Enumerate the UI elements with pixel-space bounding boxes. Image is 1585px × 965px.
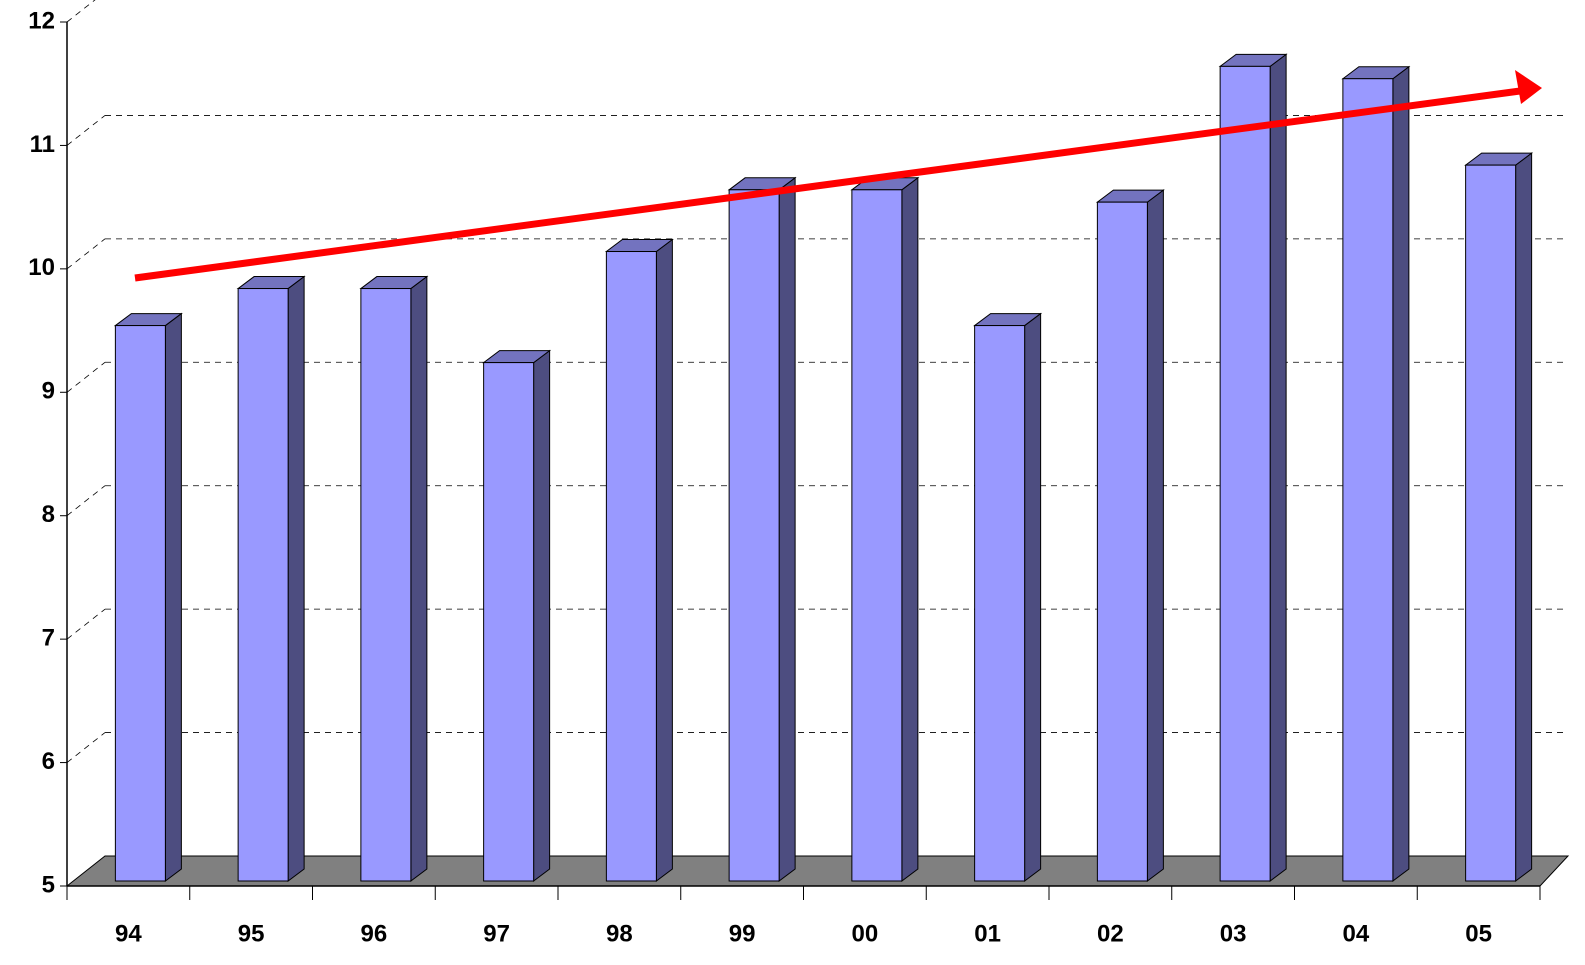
bar-side	[655, 238, 673, 882]
x-tick-label: 05	[1465, 920, 1492, 947]
bar	[1096, 201, 1148, 882]
x-tick-label: 97	[483, 920, 510, 947]
y-tick-label: 8	[42, 501, 55, 528]
bar	[851, 189, 903, 882]
bar	[728, 189, 780, 882]
bar-side	[1024, 312, 1042, 882]
x-tick-label: 03	[1220, 920, 1247, 947]
x-tick-label: 04	[1343, 920, 1370, 947]
x-tick-label: 98	[606, 920, 633, 947]
grid-line	[66, 115, 106, 146]
grid-line	[66, 485, 106, 517]
grid-line	[66, 732, 106, 763]
bar-side	[533, 349, 551, 882]
grid-line	[66, 238, 106, 270]
y-tick-label: 12	[28, 7, 55, 34]
bar-side	[410, 275, 428, 882]
grid-line	[66, 0, 96, 23]
y-tick-label: 10	[28, 254, 55, 281]
bar-side	[901, 176, 919, 882]
bar	[1465, 164, 1517, 882]
bar-side	[287, 275, 305, 882]
x-tick-label: 96	[361, 920, 388, 947]
grid-line	[66, 608, 106, 640]
bar	[1219, 65, 1271, 882]
x-tick-label: 02	[1097, 920, 1124, 947]
bar-side	[1269, 53, 1287, 882]
bar-side	[1392, 65, 1410, 882]
bar-side	[1146, 189, 1164, 882]
bar	[114, 325, 166, 882]
grid	[66, 0, 1568, 763]
x-tick-label: 95	[238, 920, 265, 947]
y-tick-label: 6	[42, 748, 55, 775]
bar	[605, 251, 657, 882]
bar	[237, 288, 289, 882]
x-tick-label: 00	[852, 920, 879, 947]
bar	[974, 325, 1026, 882]
y-tick-label: 5	[42, 871, 55, 898]
x-tick-label: 01	[974, 920, 1001, 947]
y-tick-label: 9	[42, 378, 55, 405]
bar-side	[164, 312, 182, 882]
bar	[483, 362, 535, 882]
y-tick-label: 11	[30, 131, 55, 158]
trend-arrow	[134, 87, 1521, 282]
bar-side	[778, 176, 796, 882]
grid-line	[66, 361, 106, 393]
x-tick-label: 94	[115, 920, 142, 947]
bar	[360, 288, 412, 882]
bar-side	[1515, 152, 1533, 882]
y-tick-label: 7	[42, 624, 55, 651]
trend-arrowhead	[1515, 70, 1542, 104]
bars	[113, 53, 1534, 882]
x-tick-label: 99	[729, 920, 756, 947]
bar	[1342, 78, 1394, 882]
